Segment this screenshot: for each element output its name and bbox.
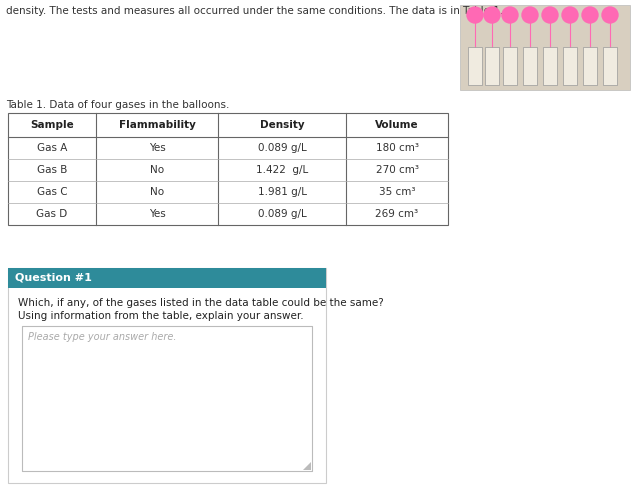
- Text: Flammability: Flammability: [118, 120, 195, 130]
- Text: Gas D: Gas D: [36, 209, 68, 219]
- Bar: [503, 47, 517, 85]
- Bar: [543, 47, 557, 85]
- Bar: [583, 47, 597, 85]
- Polygon shape: [303, 462, 311, 470]
- Bar: [8, 268, 326, 288]
- Circle shape: [467, 7, 483, 23]
- Bar: [603, 47, 617, 85]
- Circle shape: [502, 7, 518, 23]
- Text: 269 cm³: 269 cm³: [376, 209, 419, 219]
- Bar: [8, 113, 448, 225]
- Text: 0.089 g/L: 0.089 g/L: [258, 143, 307, 153]
- Text: 270 cm³: 270 cm³: [376, 165, 419, 175]
- Text: Gas A: Gas A: [37, 143, 67, 153]
- Bar: [8, 268, 326, 483]
- Circle shape: [542, 7, 558, 23]
- Bar: [468, 47, 482, 85]
- Circle shape: [582, 7, 598, 23]
- Text: Sample: Sample: [30, 120, 74, 130]
- Text: No: No: [150, 187, 164, 197]
- Text: Yes: Yes: [148, 143, 165, 153]
- Text: Density: Density: [260, 120, 304, 130]
- Text: Table 1. Data of four gases in the balloons.: Table 1. Data of four gases in the ballo…: [6, 100, 229, 110]
- Text: density. The tests and measures all occurred under the same conditions. The data: density. The tests and measures all occu…: [6, 6, 503, 16]
- Text: 35 cm³: 35 cm³: [379, 187, 415, 197]
- Circle shape: [522, 7, 538, 23]
- Text: 0.089 g/L: 0.089 g/L: [258, 209, 307, 219]
- Text: Gas C: Gas C: [36, 187, 67, 197]
- Bar: [22, 326, 312, 471]
- Text: Yes: Yes: [148, 209, 165, 219]
- Text: Question #1: Question #1: [15, 273, 92, 283]
- Bar: [460, 5, 630, 90]
- Text: Which, if any, of the gases listed in the data table could be the same?: Which, if any, of the gases listed in th…: [18, 298, 384, 308]
- Circle shape: [484, 7, 500, 23]
- Bar: [523, 47, 537, 85]
- Text: 180 cm³: 180 cm³: [376, 143, 419, 153]
- Circle shape: [602, 7, 618, 23]
- Text: Volume: Volume: [375, 120, 419, 130]
- Text: Using information from the table, explain your answer.: Using information from the table, explai…: [18, 311, 303, 321]
- Bar: [485, 47, 499, 85]
- Text: Please type your answer here.: Please type your answer here.: [28, 332, 177, 342]
- Text: 1.981 g/L: 1.981 g/L: [257, 187, 307, 197]
- Text: 1.422  g/L: 1.422 g/L: [256, 165, 308, 175]
- Bar: [563, 47, 577, 85]
- Text: Gas B: Gas B: [37, 165, 67, 175]
- Circle shape: [562, 7, 578, 23]
- Text: No: No: [150, 165, 164, 175]
